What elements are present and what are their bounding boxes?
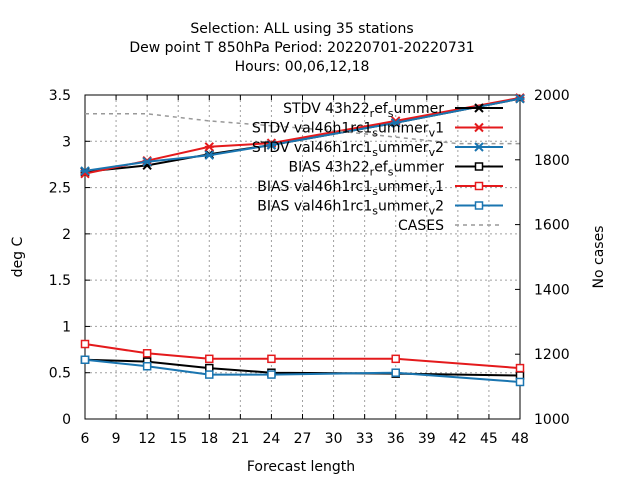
y-axis-label: deg C (10, 236, 26, 277)
data-point (204, 150, 214, 160)
legend-marker (474, 142, 484, 152)
legend-marker (474, 103, 484, 113)
y-tick-label: 0 (62, 412, 71, 428)
y-tick-label: 0.5 (49, 366, 71, 382)
series-2 (80, 93, 525, 176)
data-point (391, 118, 401, 128)
legend-marker (474, 162, 484, 171)
title-line-3: Hours: 00,06,12,18 (235, 59, 370, 75)
data-point (515, 93, 525, 104)
y2-axis-label: No cases (591, 226, 607, 289)
legend-label: STDV val46h1rc1summerv1 (252, 121, 444, 140)
x-tick-label: 39 (418, 431, 436, 447)
x-tick-label: 27 (294, 431, 312, 447)
series-line (84, 343, 521, 370)
data-point (391, 368, 400, 377)
legend-marker (474, 201, 484, 210)
chart-title: Selection: ALL using 35 stations Dew poi… (129, 21, 474, 75)
legend-entry: STDV val46h1rc1summerv1 (252, 121, 503, 140)
legend-label: STDV val46h1rc1summerv2 (252, 140, 444, 159)
series-line (84, 97, 521, 172)
data-point (267, 370, 276, 379)
series-line (85, 113, 520, 145)
x-tick-label: 18 (200, 431, 218, 447)
data-point (204, 142, 214, 152)
y2-axis-ticks: 1000 1200 1400 1600 1800 2000 (515, 88, 570, 428)
y-tick-label: 1 (62, 319, 71, 335)
data-point (391, 354, 400, 364)
legend-label: BIAS val46h1rc1summerv2 (257, 199, 444, 218)
y2-tick-label: 1400 (534, 282, 570, 298)
y2-tick-label: 1000 (534, 412, 570, 428)
series-line (84, 358, 521, 383)
x-tick-label: 15 (169, 431, 187, 447)
title-line-2: Dew point T 850hPa Period: 20220701-2022… (129, 40, 474, 56)
legend-label: BIAS val46h1rc1summerv1 (257, 179, 444, 198)
data-point (142, 361, 152, 371)
legend-label: CASES (398, 218, 444, 234)
data-point (205, 354, 214, 364)
data-point (266, 140, 277, 150)
x-axis-label: Forecast length (247, 459, 355, 475)
series-4 (80, 339, 525, 373)
x-tick-label: 33 (356, 431, 374, 447)
x-tick-label: 24 (263, 431, 281, 447)
y-tick-label: 2 (62, 227, 71, 243)
x-tick-label: 36 (387, 431, 405, 447)
legend-entry: BIAS 43h22refsummer (289, 160, 503, 179)
x-tick-label: 48 (511, 431, 529, 447)
x-axis-ticks: 6 9 12 15 18 21 24 27 30 33 36 39 42 45 48 (81, 95, 529, 447)
data-point (205, 370, 214, 379)
legend-entry: CASES (398, 218, 503, 234)
y-tick-label: 3.5 (49, 88, 71, 104)
legend-entry: BIAS val46h1rc1summerv1 (257, 179, 503, 198)
legend-entry: STDV 43h22refsummer (283, 101, 503, 120)
x-tick-label: 9 (112, 431, 121, 447)
legend-entry: STDV val46h1rc1summerv2 (252, 140, 503, 159)
x-tick-label: 12 (138, 431, 156, 447)
x-tick-label: 42 (449, 431, 467, 447)
data-point (515, 377, 525, 387)
y2-tick-label: 2000 (534, 88, 570, 104)
x-tick-label: 6 (81, 431, 90, 447)
x-tick-label: 30 (325, 431, 343, 447)
y2-tick-label: 1600 (534, 218, 570, 234)
legend-label: STDV 43h22refsummer (283, 101, 444, 120)
series-6 (85, 113, 520, 145)
data-point (80, 355, 90, 365)
data-point (80, 166, 90, 176)
data-point (80, 339, 90, 349)
series-layer (80, 93, 525, 387)
legend-entry: BIAS val46h1rc1summerv2 (257, 199, 503, 218)
data-point (267, 354, 276, 364)
series-5 (80, 355, 525, 387)
title-line-1: Selection: ALL using 35 stations (190, 21, 413, 37)
x-tick-label: 21 (231, 431, 249, 447)
data-point (515, 363, 525, 373)
legend-marker (474, 181, 484, 191)
y-tick-label: 1.5 (49, 273, 71, 289)
y2-tick-label: 1200 (534, 347, 570, 363)
y2-tick-label: 1800 (534, 153, 570, 169)
legend-label: BIAS 43h22refsummer (289, 160, 445, 179)
y-tick-label: 3 (62, 134, 71, 150)
y-axis-ticks: 0 0.5 1 1.5 2 2.5 3 3.5 (49, 88, 90, 428)
x-tick-label: 45 (480, 431, 498, 447)
legend-marker (474, 122, 484, 133)
y-tick-label: 2.5 (49, 181, 71, 197)
data-point (142, 156, 152, 167)
data-point (142, 349, 152, 358)
